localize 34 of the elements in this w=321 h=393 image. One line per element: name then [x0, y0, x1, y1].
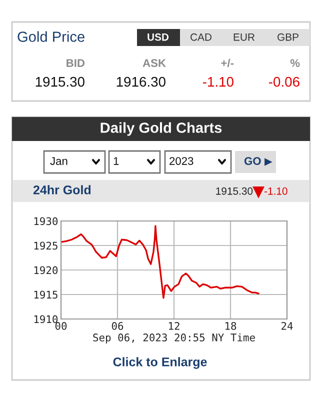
- text: %: [290, 59, 300, 67]
- x-tick-label: 24: [282, 322, 293, 330]
- text: EUR: [234, 34, 255, 41]
- y-tick-label: 1925: [34, 242, 58, 250]
- text: 1915.30: [36, 76, 84, 87]
- text: ASK: [142, 59, 166, 67]
- text: GBP: [278, 33, 298, 41]
- x-tick-label: 06: [112, 322, 124, 330]
- x-axis-title: Sep 06, 2023 20:55 NY Time: [93, 333, 255, 344]
- text: Click to Enlarge: [113, 357, 207, 369]
- text: 1915.30: [216, 187, 253, 195]
- x-tick-label: 18: [225, 322, 236, 330]
- text: 1: [114, 157, 119, 165]
- text: BID: [66, 59, 85, 67]
- text: 2023: [170, 157, 194, 165]
- text: CAD: [190, 33, 212, 41]
- x-tick-label: 12: [168, 322, 180, 330]
- text: -0.06: [268, 76, 300, 87]
- text: -1.10: [264, 187, 288, 195]
- y-tick-label: 1910: [34, 315, 58, 324]
- text: Jan: [50, 157, 68, 165]
- y-tick-label: 1920: [34, 266, 58, 274]
- text: Gold Price: [18, 31, 84, 42]
- chart-title: Daily Gold Charts: [100, 122, 222, 136]
- text: +/-: [221, 58, 234, 68]
- text: USD: [148, 33, 169, 41]
- x-tick-label: 00: [55, 322, 67, 330]
- y-tick-label: 1930: [34, 217, 58, 226]
- chart-subtitle: 24hr Gold: [33, 185, 91, 194]
- text: -1.10: [202, 76, 234, 87]
- y-tick-label: 1915: [34, 290, 58, 299]
- line-series: [61, 225, 260, 299]
- text: GO: [244, 157, 261, 165]
- text: 1916.30: [116, 76, 166, 87]
